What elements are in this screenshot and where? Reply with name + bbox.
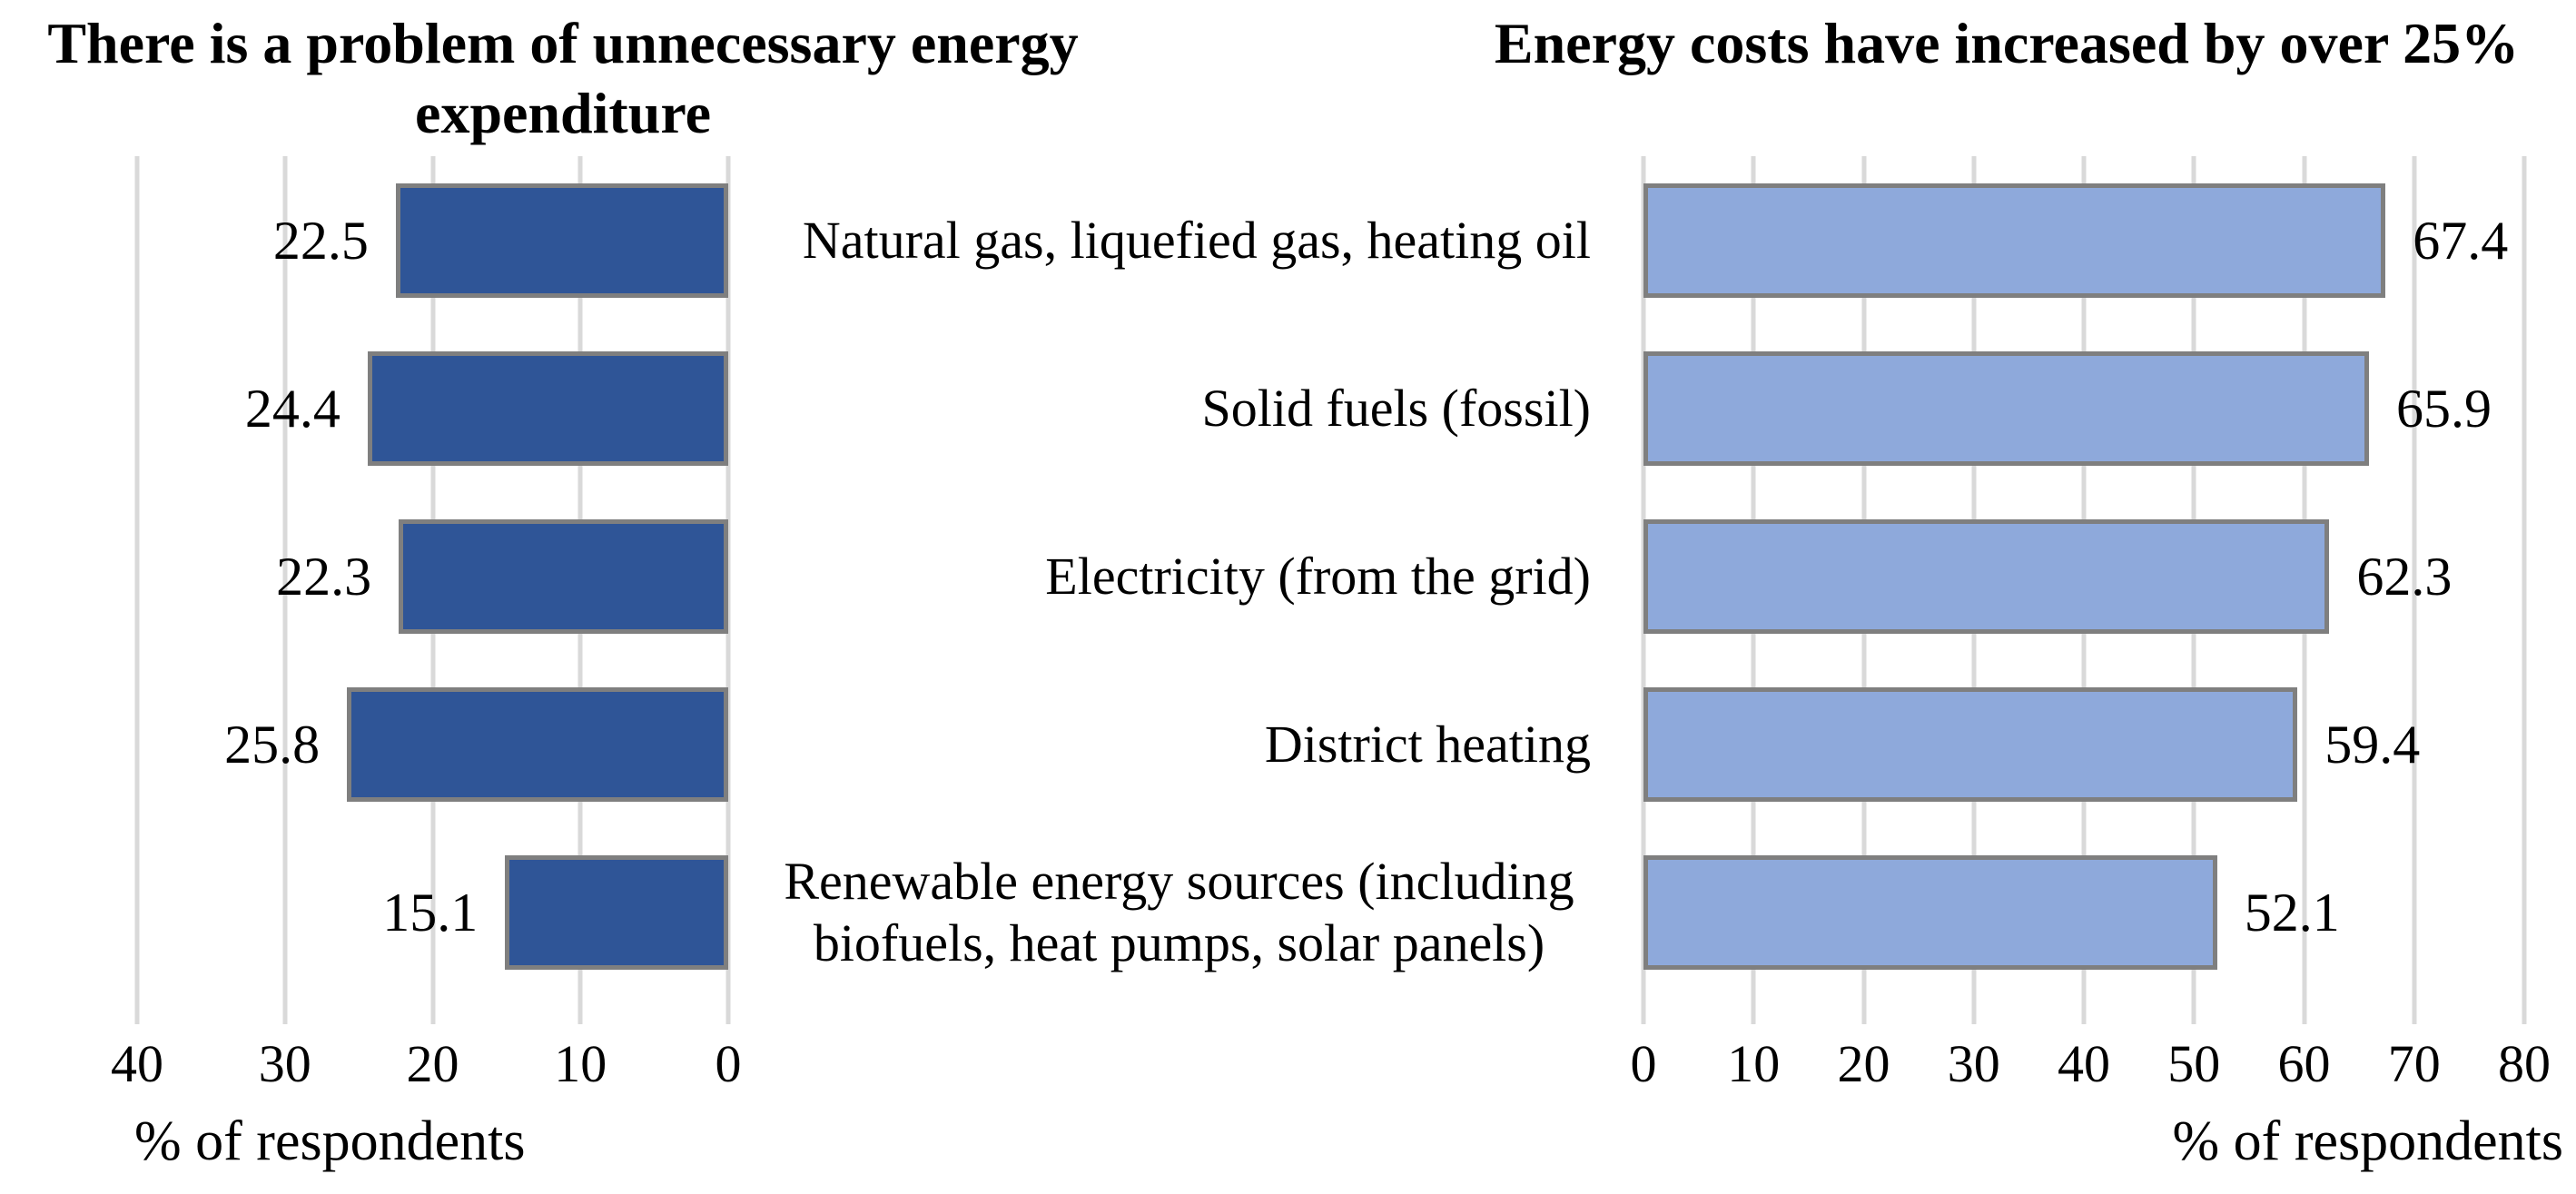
category-label-row: Electricity (from the grid) bbox=[767, 519, 1616, 634]
bar bbox=[1643, 351, 2370, 466]
right-chart-title: Energy costs have increased by over 25% bbox=[1494, 11, 2520, 75]
axis-tick-label: 20 bbox=[406, 1034, 459, 1093]
right-axis-title: % of respondents bbox=[2172, 1110, 2563, 1172]
category-label-row: Natural gas, liquefied gas, heating oil bbox=[767, 183, 1616, 298]
bar-value-label: 22.3 bbox=[276, 546, 372, 607]
category-axis-labels: Natural gas, liquefied gas, heating oil S… bbox=[767, 156, 1616, 1024]
bar bbox=[347, 687, 728, 802]
bar-value-label: 24.4 bbox=[244, 378, 341, 439]
left-plot-area: 22.5 24.4 22.3 25.8 15.1 bbox=[134, 156, 731, 1024]
bar-value-label: 59.4 bbox=[2324, 714, 2421, 775]
axis-tick-label: 10 bbox=[554, 1034, 607, 1093]
right-axis-tick-labels: 0 10 20 30 40 50 60 70 80 bbox=[1631, 1033, 2551, 1097]
gridline bbox=[134, 156, 140, 1024]
gridline bbox=[282, 156, 288, 1024]
bar-value-label: 52.1 bbox=[2244, 882, 2340, 942]
category-label-row: Renewable energy sources (including biof… bbox=[767, 852, 1616, 972]
bar bbox=[399, 519, 728, 634]
bar bbox=[395, 183, 728, 298]
left-axis-tick-labels: 40 30 20 10 0 bbox=[111, 1033, 742, 1097]
category-label: Renewable energy sources (including biof… bbox=[784, 851, 1574, 972]
bar bbox=[1643, 183, 2386, 298]
category-label: Electricity (from the grid) bbox=[1045, 546, 1591, 606]
category-label-row: District heating bbox=[767, 687, 1616, 802]
bar-value-label: 67.4 bbox=[2413, 210, 2509, 271]
axis-tick-label: 0 bbox=[715, 1034, 742, 1093]
bar bbox=[367, 351, 728, 466]
axis-tick-label: 30 bbox=[1947, 1034, 2000, 1093]
category-label: Solid fuels (fossil) bbox=[1201, 378, 1591, 438]
bar-value-label: 25.8 bbox=[224, 714, 321, 775]
axis-tick-label: 0 bbox=[1630, 1034, 1657, 1093]
category-label-row: Solid fuels (fossil) bbox=[767, 351, 1616, 466]
axis-tick-label: 10 bbox=[1727, 1034, 1781, 1093]
axis-tick-label: 20 bbox=[1837, 1034, 1890, 1093]
left-axis-title: % of respondents bbox=[134, 1110, 526, 1172]
category-label: District heating bbox=[1264, 714, 1591, 774]
right-plot-area: 67.4 65.9 62.3 59.4 52.1 bbox=[1641, 156, 2527, 1024]
bar-value-label: 22.5 bbox=[272, 210, 369, 271]
bar-value-label: 62.3 bbox=[2356, 546, 2453, 607]
bar bbox=[1643, 855, 2217, 970]
bar bbox=[1643, 687, 2298, 802]
axis-tick-label: 70 bbox=[2387, 1034, 2441, 1093]
left-chart-title: There is a problem of unnecessary energy… bbox=[47, 11, 1079, 145]
bar bbox=[505, 855, 728, 970]
bar bbox=[1643, 519, 2330, 634]
axis-tick-label: 30 bbox=[258, 1034, 311, 1093]
axis-tick-label: 40 bbox=[111, 1034, 163, 1093]
category-label: Natural gas, liquefied gas, heating oil bbox=[802, 210, 1591, 270]
axis-tick-label: 60 bbox=[2277, 1034, 2331, 1093]
gridline bbox=[725, 156, 731, 1024]
gridline bbox=[2522, 156, 2527, 1024]
gridline bbox=[2412, 156, 2417, 1024]
bar-value-label: 15.1 bbox=[382, 882, 479, 942]
bar-value-label: 65.9 bbox=[2396, 378, 2492, 439]
axis-tick-label: 80 bbox=[2498, 1034, 2551, 1093]
axis-tick-label: 40 bbox=[2058, 1034, 2110, 1093]
axis-tick-label: 50 bbox=[2167, 1034, 2221, 1093]
